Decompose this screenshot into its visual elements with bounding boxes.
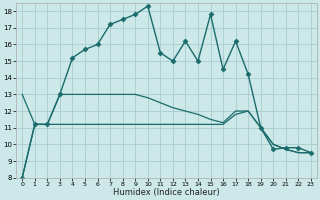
X-axis label: Humidex (Indice chaleur): Humidex (Indice chaleur) (113, 188, 220, 197)
